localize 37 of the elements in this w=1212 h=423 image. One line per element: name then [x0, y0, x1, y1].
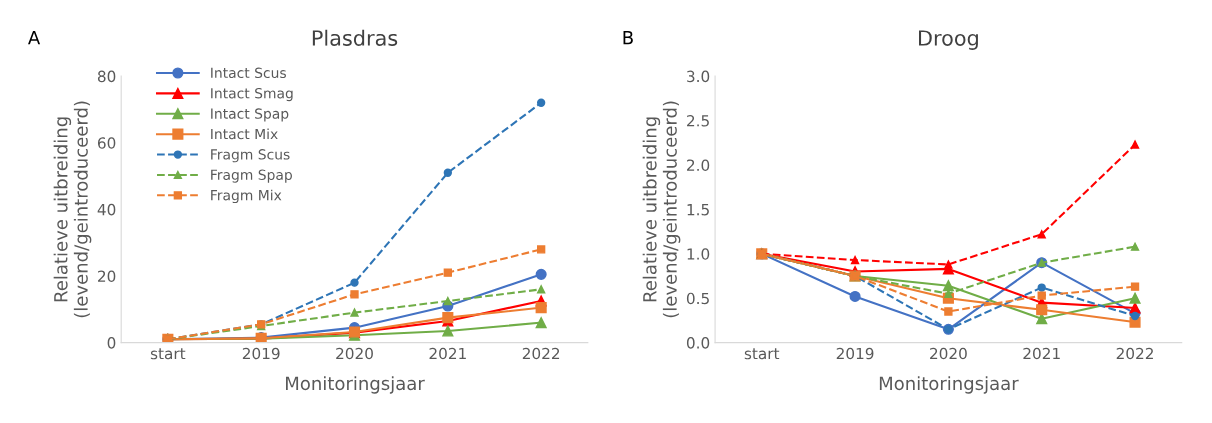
y-tick-label: 40: [97, 203, 116, 216]
chart-title: Plasdras: [312, 29, 398, 46]
x-tick-label: 2019: [242, 347, 280, 360]
y-tick-label: 0.5: [686, 292, 709, 305]
x-tick-label: 2022: [522, 347, 560, 360]
y-tick-label: 0: [107, 337, 116, 349]
legend-label: Fragm Mix: [211, 189, 282, 204]
x-tick-label: start: [744, 348, 780, 360]
text: B: [623, 31, 633, 45]
y-tick-label: 20: [98, 270, 116, 283]
x-tick-label: 2021: [429, 347, 466, 360]
legend-label: Fragm Scus: [211, 149, 290, 163]
y-axis-title: Relatieve uitbreiding (levend/geintroduceerd): [53, 101, 92, 318]
y-tick-label: 80: [97, 70, 116, 83]
x-tick-label: start: [150, 348, 186, 360]
y-tick-label: 2.5: [687, 115, 709, 127]
legend-label: Intact Smag: [211, 87, 293, 102]
legend-label: Intact Scus: [211, 67, 286, 79]
y-tick-label: 60: [97, 137, 116, 149]
x-tick-label: 2020: [930, 347, 967, 360]
chart-title: Droog: [919, 30, 978, 50]
y-axis-title: Relatieve uitbreiding (levend/geintroduceerd): [642, 101, 681, 318]
x-tick-label: 2020: [336, 347, 373, 360]
x-tick-label: 2022: [1116, 347, 1153, 360]
y-tick-label: 1.0: [687, 248, 710, 260]
y-tick-label: 2.0: [687, 159, 710, 171]
legend-label: Intact Spap: [211, 108, 289, 122]
x-tick-label: 2019: [836, 347, 874, 360]
x-tick-label: 2021: [1023, 347, 1060, 360]
legend-label: Fragm Spap: [211, 169, 292, 183]
x-axis-title: Monitoringsjaar: [879, 376, 1019, 394]
x-axis-title: Monitoringsjaar: [286, 376, 425, 394]
y-tick-label: 3.0: [687, 70, 710, 83]
text: A: [28, 31, 41, 45]
legend-label: Intact Mix: [211, 128, 278, 140]
y-tick-label: 0.0: [686, 337, 710, 349]
y-tick-label: 1.5: [687, 204, 709, 216]
